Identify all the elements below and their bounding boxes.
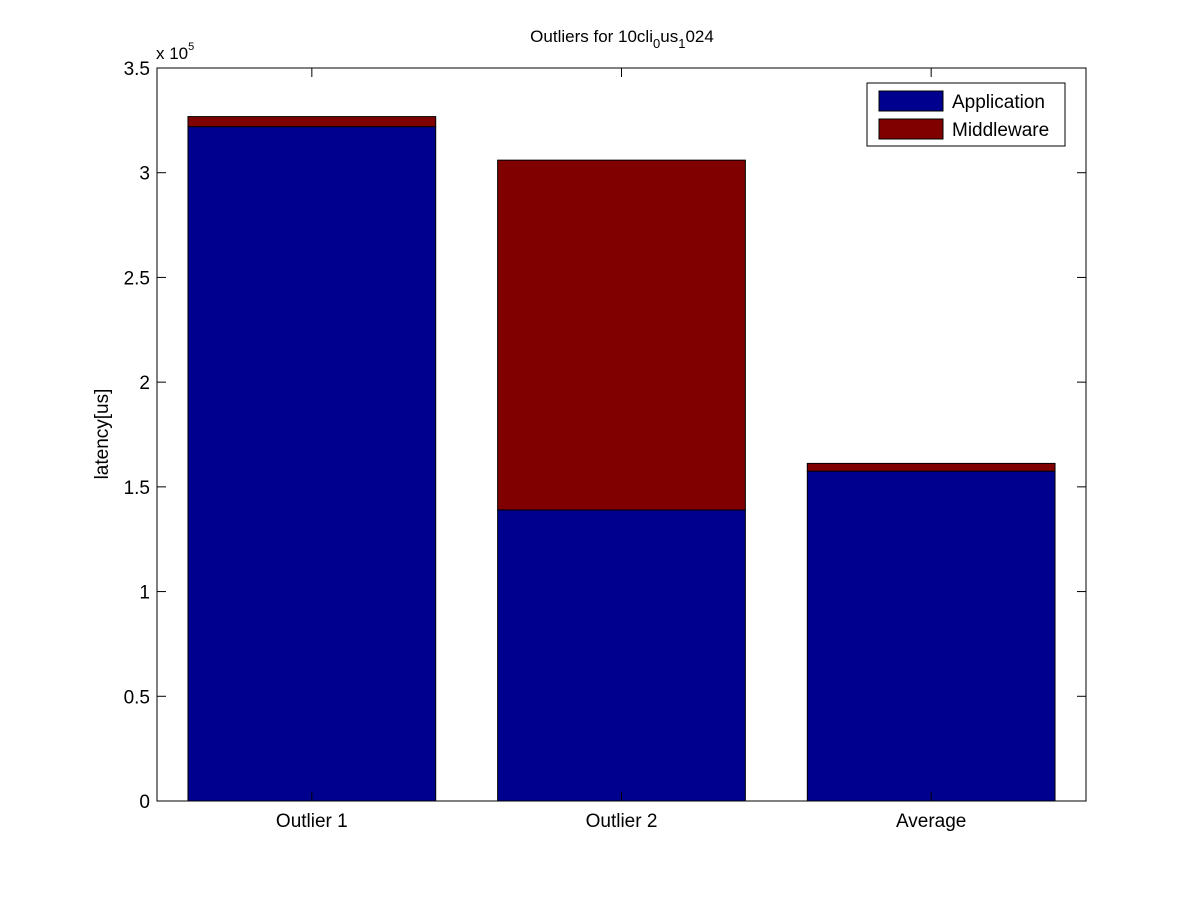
bars-layer [187,116,1056,802]
y-tick-label-1: 0.5 [124,687,150,708]
bar-average-middleware [806,462,1056,472]
legend-swatch-middleware [878,118,944,140]
legend-label-application: Application [952,92,1045,113]
y-tick-label-4: 2 [139,373,150,394]
bar-outlier-2-middleware [497,159,746,511]
bar-outlier-2-application [497,509,746,802]
y-tick-label-2: 1 [139,583,150,604]
x-tick-label-outlier-1: Outlier 1 [276,811,348,832]
plot-frame [156,67,1087,802]
x-tick-label-average: Average [896,811,966,832]
bar-outlier-1-application [187,126,437,802]
y-tick-label-5: 2.5 [124,268,150,289]
legend: Application Middleware [866,82,1066,147]
y-tick-label-0: 0 [139,792,150,813]
y-tick-label-3: 1.5 [124,478,150,499]
y-axis-label: latency[us] [92,389,113,480]
legend-label-middleware: Middleware [952,120,1049,141]
y-tick-label-6: 3 [139,164,150,185]
x-tick-label-outlier-2: Outlier 2 [586,811,658,832]
ticks-layer: 0 0.5 1 1.5 2 2.5 3 3.5 Outlier 1 Outlier 2 Averag… [124,59,1086,832]
chart-title: Outliers for 10cli0us1024 [530,27,714,51]
y-scale-label: x 105 [156,41,194,63]
legend-swatch-application [878,90,944,112]
y-tick-label-7: 3.5 [124,59,150,80]
bar-average-application [806,470,1056,802]
bar-outlier-1-middleware [187,116,437,128]
